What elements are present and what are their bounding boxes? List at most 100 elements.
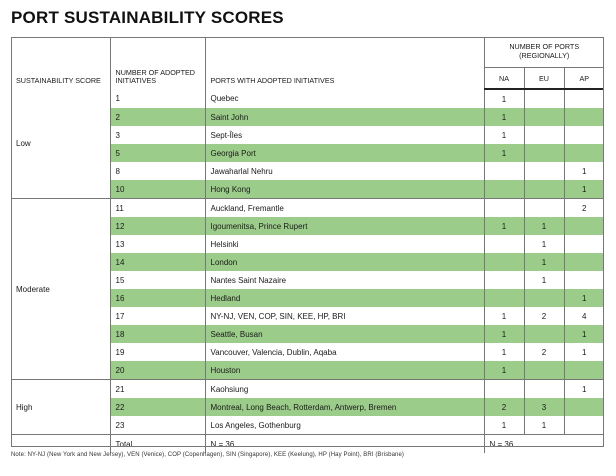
table-row: 22 Montreal, Long Beach, Rotterdam, Antwe… xyxy=(11,398,604,416)
number-cell: 23 xyxy=(109,416,205,435)
ports-cell: Hong Kong xyxy=(204,180,484,199)
eu-count-cell xyxy=(523,361,564,380)
total-row: Total N = 36 N = 36 xyxy=(11,434,604,453)
total-blank-cell xyxy=(11,434,110,453)
ap-count-cell xyxy=(563,126,604,144)
ports-cell: Houston xyxy=(204,361,484,380)
table-row: 5 Georgia Port 1 xyxy=(11,144,604,162)
ap-count-cell xyxy=(563,361,604,380)
ap-count-cell xyxy=(563,235,604,253)
ap-count-cell: 1 xyxy=(563,289,604,307)
na-count-cell xyxy=(483,180,524,199)
na-count-cell: 1 xyxy=(483,343,524,361)
number-cell: 21 xyxy=(109,379,205,398)
scores-table: SUSTAINABILITY SCORE NUMBER OF ADOPTED I… xyxy=(11,37,604,453)
eu-count-cell: 1 xyxy=(523,235,564,253)
total-label: Total xyxy=(109,434,205,453)
na-count-cell: 1 xyxy=(483,108,524,126)
number-cell: 22 xyxy=(109,398,205,416)
number-cell: 3 xyxy=(109,126,205,144)
ports-cell: Jawaharlal Nehru xyxy=(204,162,484,180)
na-count-cell xyxy=(483,289,524,307)
ports-cell: Seattle, Busan xyxy=(204,325,484,343)
na-count-cell: 1 xyxy=(483,325,524,343)
na-count-cell: 1 xyxy=(483,144,524,162)
eu-count-cell: 1 xyxy=(523,253,564,271)
ports-cell: Vancouver, Valencia, Dublin, Aqaba xyxy=(204,343,484,361)
table-row: High 21 Kaohsiung 1 xyxy=(11,379,604,435)
table-row: 14 London 1 xyxy=(11,253,604,271)
ports-cell: Kaohsiung xyxy=(204,379,484,398)
ports-cell: Auckland, Fremantle xyxy=(204,198,484,217)
ap-count-cell xyxy=(563,108,604,126)
footnote: Note: NY-NJ (New York and New Jersey), V… xyxy=(11,452,405,458)
ap-count-cell: 1 xyxy=(563,343,604,361)
na-count-cell xyxy=(483,379,524,398)
table-row: Low 1 Quebec 1 xyxy=(11,89,604,148)
table-row: 3 Sept-Îles 1 xyxy=(11,126,604,144)
ap-count-cell: 4 xyxy=(563,307,604,325)
ap-count-cell xyxy=(563,89,604,108)
ap-count-cell xyxy=(563,271,604,289)
table-row: 17 NY-NJ, VEN, COP, SIN, KEE, HP, BRI 1 2 4 xyxy=(11,307,604,325)
number-cell: 1 xyxy=(109,89,205,108)
number-cell: 8 xyxy=(109,162,205,180)
na-count-cell xyxy=(483,271,524,289)
eu-count-cell: 2 xyxy=(523,307,564,325)
number-cell: 12 xyxy=(109,217,205,235)
ap-count-cell xyxy=(563,217,604,235)
number-cell: 20 xyxy=(109,361,205,380)
header-regional-group: NUMBER OF PORTS (REGIONALLY) xyxy=(483,37,604,68)
table-row: 12 Igoumenitsa, Prince Rupert 1 1 xyxy=(11,217,604,235)
number-cell: 13 xyxy=(109,235,205,253)
na-count-cell xyxy=(483,198,524,217)
ports-cell: Igoumenitsa, Prince Rupert xyxy=(204,217,484,235)
ports-cell: Montreal, Long Beach, Rotterdam, Antwerp… xyxy=(204,398,484,416)
table-row: 18 Seattle, Busan 1 1 xyxy=(11,325,604,343)
number-cell: 11 xyxy=(109,198,205,217)
ports-cell: Georgia Port xyxy=(204,144,484,162)
table-row: 16 Hedland 1 xyxy=(11,289,604,307)
na-count-cell: 1 xyxy=(483,217,524,235)
eu-count-cell: 2 xyxy=(523,343,564,361)
na-count-cell: 1 xyxy=(483,307,524,325)
number-cell: 16 xyxy=(109,289,205,307)
table-row: 10 Hong Kong 1 xyxy=(11,180,604,199)
header-ports: PORTS WITH ADOPTED INITIATIVES xyxy=(204,37,484,89)
na-count-cell xyxy=(483,235,524,253)
eu-count-cell xyxy=(523,379,564,398)
number-cell: 19 xyxy=(109,343,205,361)
header-region-ap: AP xyxy=(563,67,604,90)
eu-count-cell xyxy=(523,289,564,307)
eu-count-cell: 1 xyxy=(523,416,564,435)
ap-count-cell xyxy=(563,398,604,416)
na-count-cell: 1 xyxy=(483,361,524,380)
table-row: 8 Jawaharlal Nehru 1 xyxy=(11,162,604,180)
ports-cell: Quebec xyxy=(204,89,484,108)
page-title: PORT SUSTAINABILITY SCORES xyxy=(11,8,284,27)
ports-cell: Hedland xyxy=(204,289,484,307)
table-row: 19 Vancouver, Valencia, Dublin, Aqaba 1 2 1 xyxy=(11,343,604,361)
ap-count-cell: 1 xyxy=(563,379,604,398)
na-count-cell: 1 xyxy=(483,89,524,108)
table-row: 15 Nantes Saint Nazaire 1 xyxy=(11,271,604,289)
ap-count-cell: 1 xyxy=(563,325,604,343)
ports-cell: Sept-Îles xyxy=(204,126,484,144)
score-cell: Low xyxy=(16,139,31,148)
eu-count-cell: 1 xyxy=(523,217,564,235)
eu-count-cell xyxy=(523,108,564,126)
total-ports: N = 36 xyxy=(204,434,484,453)
table-row: 13 Helsinki 1 xyxy=(11,235,604,253)
ports-cell: Helsinki xyxy=(204,235,484,253)
total-regional: N = 36 xyxy=(483,434,604,453)
header-region-eu: EU xyxy=(523,67,564,90)
ap-count-cell xyxy=(563,253,604,271)
na-count-cell: 1 xyxy=(483,126,524,144)
eu-count-cell: 1 xyxy=(523,271,564,289)
number-cell: 10 xyxy=(109,180,205,199)
eu-count-cell xyxy=(523,126,564,144)
number-cell: 15 xyxy=(109,271,205,289)
ports-cell: Saint John xyxy=(204,108,484,126)
eu-count-cell xyxy=(523,144,564,162)
ports-cell: Nantes Saint Nazaire xyxy=(204,271,484,289)
